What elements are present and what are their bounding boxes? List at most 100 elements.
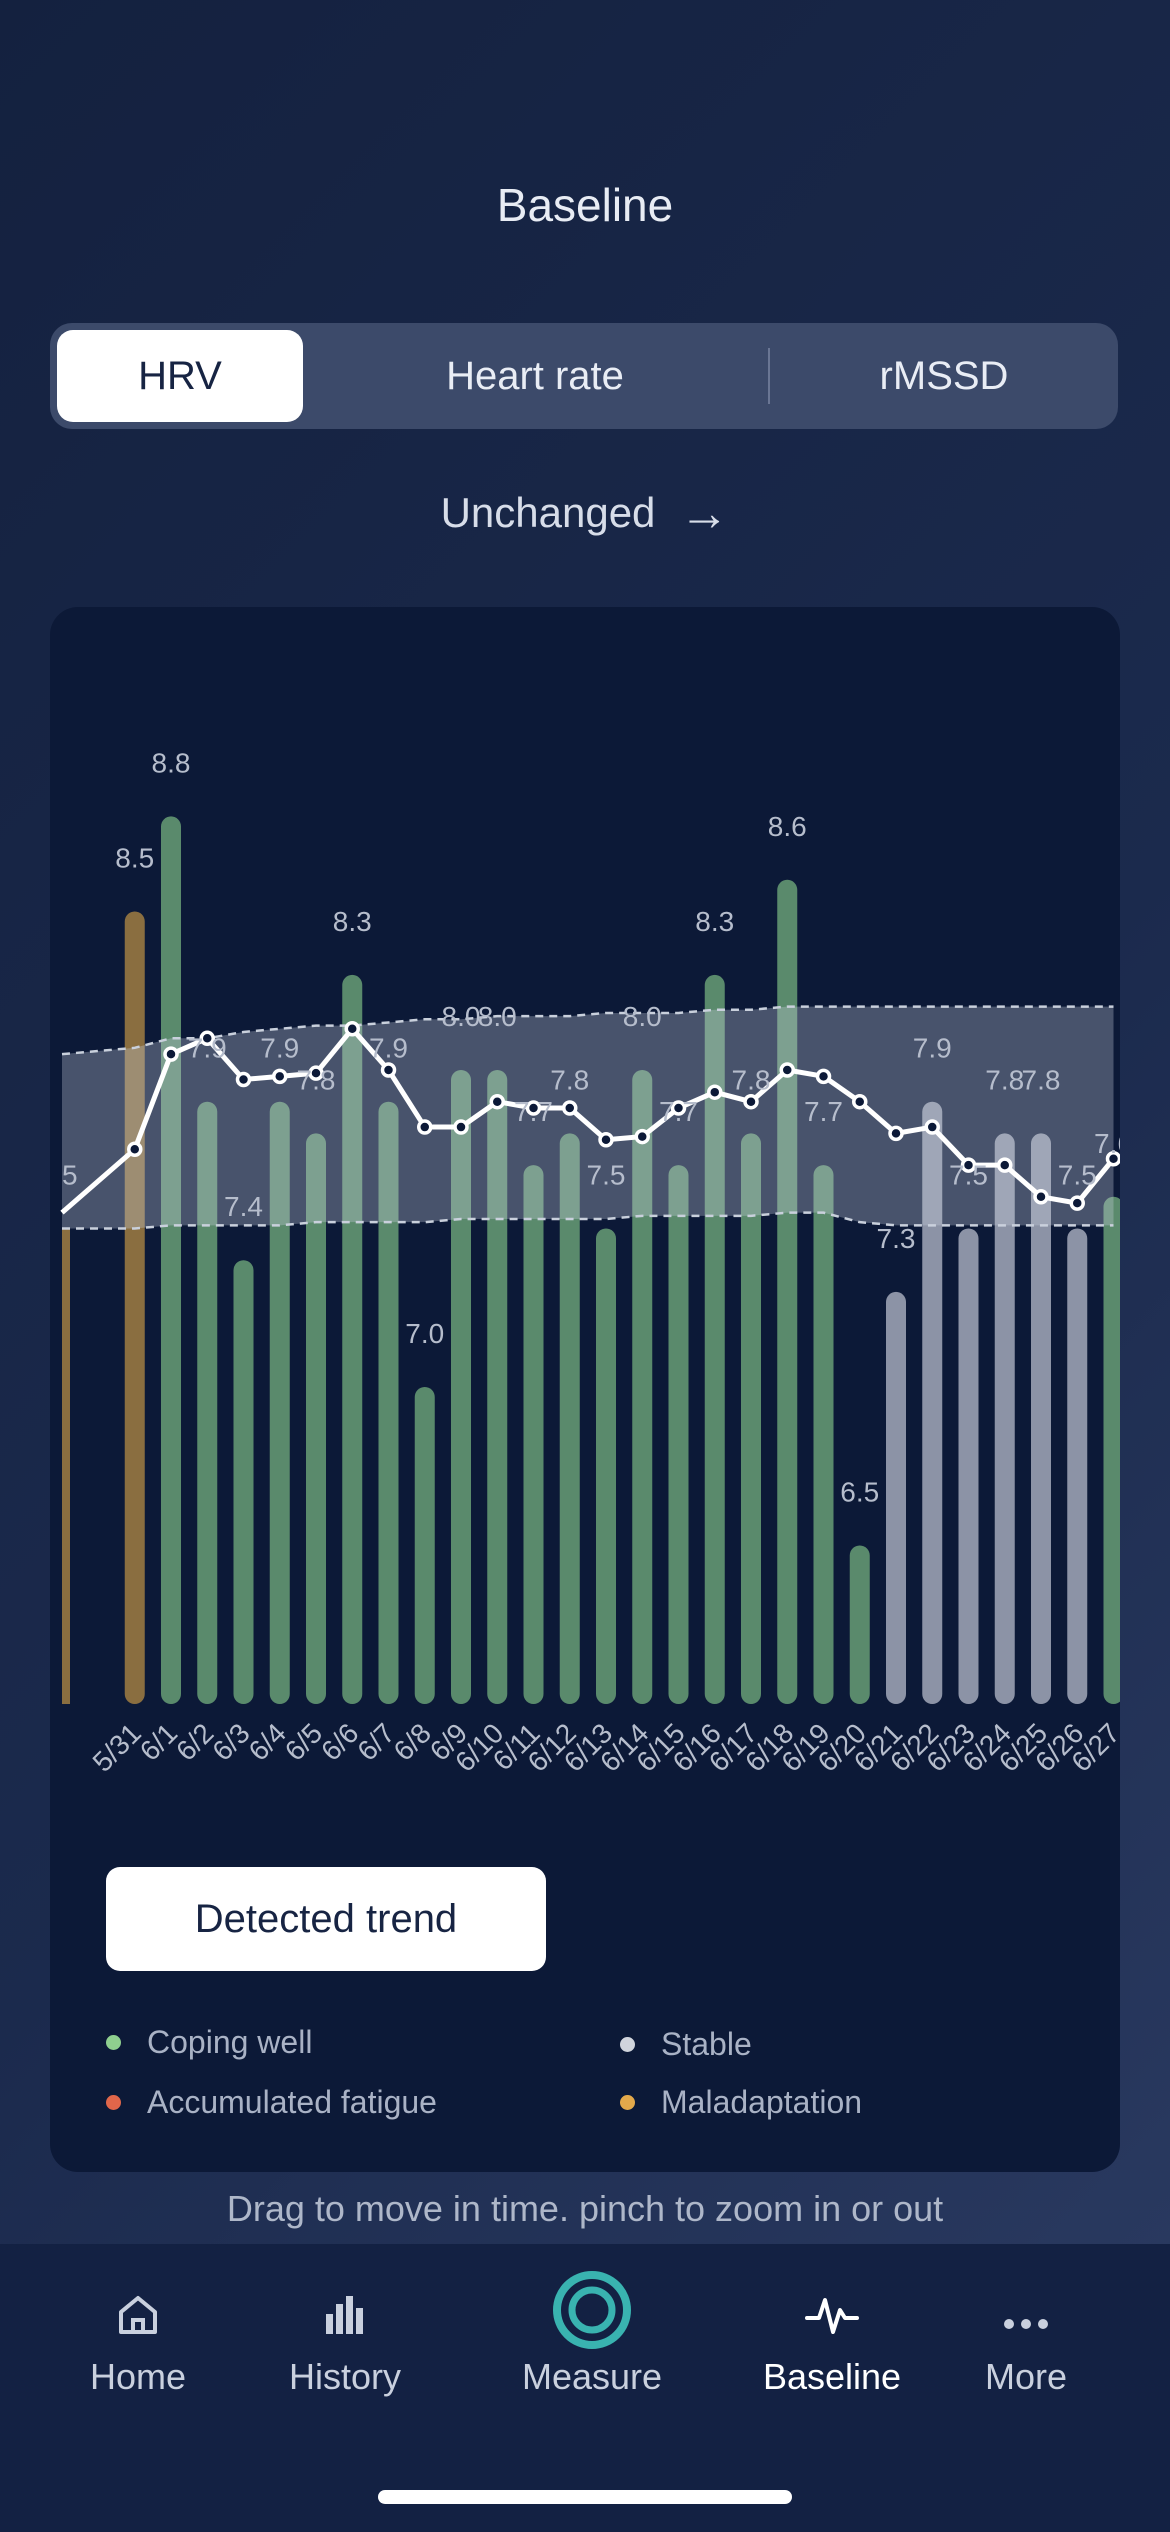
value-label-6/3: 7.4 bbox=[224, 1191, 263, 1222]
value-label-6/16: 8.3 bbox=[695, 906, 734, 937]
baseline-point bbox=[1105, 1151, 1120, 1167]
baseline-point bbox=[199, 1030, 215, 1047]
value-label-6/21: 7.3 bbox=[877, 1223, 916, 1254]
legend-label: Accumulated fatigue bbox=[147, 2084, 437, 2120]
value-label-6/13: 7.5 bbox=[587, 1160, 626, 1191]
value-label-6/26: 7.5 bbox=[1058, 1160, 1097, 1191]
baseline-point bbox=[924, 1119, 940, 1135]
chart-hint-text: Drag to move in time. pinch to zoom in o… bbox=[226, 2188, 944, 2229]
bar-6/6 bbox=[342, 974, 363, 1704]
trend-status: Unchanged → bbox=[0, 484, 1170, 542]
value-label-5/31: 8.5 bbox=[115, 843, 154, 874]
bar-6/27 bbox=[1103, 1196, 1120, 1704]
nav-label: History bbox=[288, 2356, 401, 2397]
bar-6/11 bbox=[523, 1165, 544, 1704]
tab-heart-rate[interactable]: Heart rate bbox=[446, 353, 624, 398]
baseline-point bbox=[235, 1071, 252, 1088]
legend-dot-maladaptation bbox=[620, 2095, 635, 2110]
bar-6/23 bbox=[958, 1228, 979, 1704]
metric-segmented-control: HRV Heart rate rMSSD bbox=[50, 323, 1118, 429]
baseline-point bbox=[417, 1119, 433, 1135]
legend-stable: Stable bbox=[620, 2026, 752, 2063]
nav-label: Home bbox=[89, 2356, 187, 2397]
baseline-point bbox=[888, 1125, 904, 1142]
baseline-point bbox=[634, 1128, 650, 1145]
value-label-6/11: 7.7 bbox=[514, 1096, 553, 1127]
baseline-point bbox=[489, 1093, 505, 1110]
home-icon bbox=[119, 2296, 157, 2334]
bar-6/26 bbox=[1067, 1228, 1088, 1704]
page-title: Baseline bbox=[496, 179, 674, 231]
legend-coping-well: Coping well bbox=[106, 2024, 312, 2061]
baseline-point bbox=[598, 1131, 614, 1148]
bar-6/19 bbox=[813, 1165, 834, 1704]
legend-label: Stable bbox=[661, 2026, 752, 2062]
home-indicator bbox=[378, 2490, 792, 2504]
value-label-6/24: 7.8 bbox=[985, 1064, 1024, 1095]
history-icon bbox=[326, 2296, 363, 2334]
bottom-nav: Home History Measure Baseline bbox=[0, 2244, 1170, 2532]
nav-label: Baseline bbox=[762, 2356, 902, 2397]
baseline-point bbox=[815, 1068, 832, 1085]
baseline-point bbox=[1033, 1189, 1049, 1205]
nav-history[interactable]: History bbox=[245, 2244, 445, 2398]
bar-6/17 bbox=[741, 1133, 761, 1704]
bar-6/15 bbox=[668, 1165, 689, 1704]
value-label-6/4: 7.9 bbox=[260, 1033, 299, 1064]
bar-6/21 bbox=[886, 1291, 906, 1704]
segment-divider bbox=[768, 348, 770, 404]
bar-6/1 bbox=[161, 816, 181, 1704]
value-label-6/9: 8.0 bbox=[442, 1001, 481, 1032]
legend-label: Coping well bbox=[147, 2024, 313, 2060]
nav-home[interactable]: Home bbox=[38, 2244, 238, 2398]
baseline-point bbox=[380, 1062, 397, 1078]
value-label-6/10: 8.0 bbox=[478, 1001, 517, 1032]
legend-label: Maladaptation bbox=[661, 2084, 863, 2120]
bar-6/24 bbox=[994, 1133, 1015, 1704]
baseline-point bbox=[127, 1141, 143, 1157]
baseline-point bbox=[163, 1046, 179, 1062]
value-label-6/6: 8.3 bbox=[333, 906, 372, 937]
baseline-point bbox=[453, 1119, 469, 1135]
nav-more[interactable]: More bbox=[926, 2244, 1126, 2398]
detected-trend-button[interactable]: Detected trend bbox=[106, 1867, 546, 1971]
baseline-point bbox=[525, 1100, 542, 1116]
bar-6/18 bbox=[777, 879, 798, 1704]
baseline-point bbox=[852, 1093, 868, 1110]
nav-baseline[interactable]: Baseline bbox=[732, 2244, 932, 2398]
band-lower-edge bbox=[62, 1211, 1114, 1230]
value-label-6/8: 7.0 bbox=[405, 1318, 444, 1349]
trend-label: Unchanged bbox=[440, 489, 656, 536]
bar-6/7 bbox=[378, 1101, 399, 1704]
value-label-6/12: 7.8 bbox=[550, 1064, 589, 1095]
baseline-point bbox=[743, 1093, 759, 1110]
value-label-6/22: 7.9 bbox=[913, 1033, 952, 1064]
baseline-point bbox=[308, 1065, 324, 1081]
nav-label: Measure bbox=[521, 2356, 663, 2397]
bar-6/16 bbox=[704, 974, 725, 1704]
value-label-6/19: 7.7 bbox=[804, 1096, 843, 1127]
value-label-6/1: 8.8 bbox=[152, 747, 191, 778]
legend-dot-accumulated-fatigue bbox=[106, 2095, 121, 2110]
measure-icon bbox=[553, 2271, 631, 2349]
value-label-partial: 5 bbox=[62, 1160, 78, 1191]
value-label-6/25: 7.8 bbox=[1022, 1064, 1061, 1095]
tab-rmssd[interactable]: rMSSD bbox=[879, 353, 1009, 398]
bar-6/5 bbox=[306, 1133, 326, 1704]
value-label-6/27: 7.6 bbox=[1094, 1128, 1120, 1159]
baseline-point bbox=[272, 1068, 288, 1085]
chart-card: 5 8.5 8.8 7.9 7.4 7.9 7.8 8.3 7.9 7.0 8.0 8.0 7.7 7.8… bbox=[50, 607, 1120, 2172]
hrv-baseline-chart[interactable]: 58.58.87.97.47.97.88.37.97.08.08.07.77.8… bbox=[50, 607, 1120, 1857]
tab-hrv[interactable]: HRV bbox=[57, 330, 303, 422]
baseline-point bbox=[562, 1100, 578, 1116]
baseline-point bbox=[1069, 1195, 1085, 1211]
bar-6/8 bbox=[414, 1387, 435, 1704]
nav-measure[interactable]: Measure bbox=[492, 2244, 692, 2398]
bar-6/9 bbox=[451, 1070, 471, 1704]
band-upper-edge bbox=[61, 1005, 1114, 1056]
value-label-6/14: 8.0 bbox=[623, 1001, 662, 1032]
baseline-point bbox=[707, 1084, 723, 1100]
baseline-point bbox=[670, 1100, 687, 1116]
value-label-6/2: 7.9 bbox=[188, 1033, 227, 1064]
value-label-6/23: 7.5 bbox=[949, 1160, 988, 1191]
